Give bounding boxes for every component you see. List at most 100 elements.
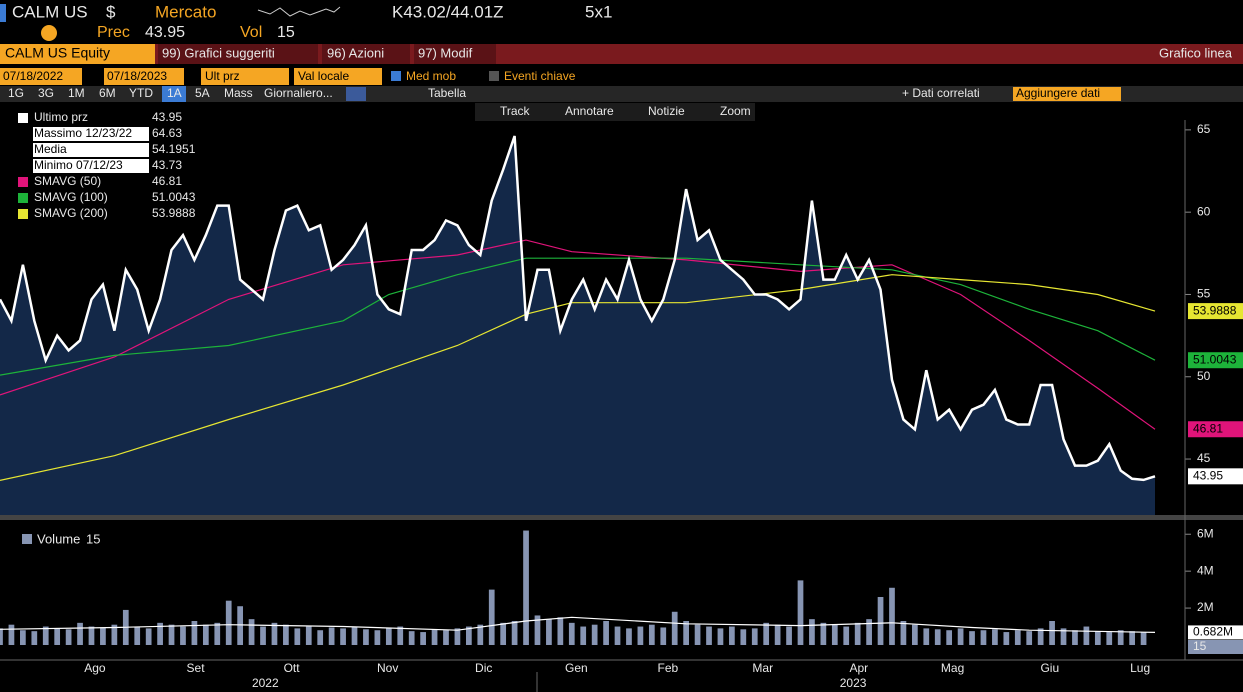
volume-bar — [774, 624, 781, 645]
period[interactable]: 1M — [68, 86, 85, 100]
volume-bar — [568, 622, 575, 645]
currency-input[interactable] — [294, 68, 382, 85]
volume-bar — [934, 629, 941, 645]
x-tick-label: Set — [187, 661, 206, 675]
tool[interactable]: Annotare — [565, 104, 614, 118]
legend-label: Ultimo prz — [34, 110, 88, 124]
price-area — [0, 136, 1155, 515]
volume-bar — [648, 624, 655, 645]
volume-bar — [294, 628, 301, 645]
volume-bar — [877, 597, 884, 645]
menu-label[interactable]: 96) Azioni — [327, 45, 384, 60]
volume-bar — [180, 626, 186, 645]
volume-bar — [911, 624, 918, 645]
x-tick-label: Lug — [1130, 661, 1150, 675]
volume-bar — [1083, 626, 1090, 645]
tool[interactable]: Notizie — [648, 104, 685, 118]
volume-average — [0, 616, 1156, 633]
period[interactable]: 6M — [99, 86, 116, 100]
tool[interactable]: Zoom — [720, 104, 751, 118]
volume-bar — [660, 627, 667, 645]
menu[interactable] — [322, 44, 410, 64]
last-value: 51.0043 — [1193, 352, 1237, 366]
legend-swatch — [18, 209, 28, 219]
volume-bar — [260, 626, 266, 645]
period[interactable]: YTD — [129, 86, 153, 100]
option[interactable]: Med mob — [406, 69, 456, 83]
period[interactable]: 1A — [167, 86, 182, 100]
menu-label[interactable]: 97) Modif — [418, 45, 473, 60]
volume-bar — [614, 626, 621, 645]
add-data[interactable]: Aggiungere dati — [1016, 86, 1100, 100]
end-date[interactable]: 07/18/2023 — [107, 69, 167, 83]
size: 5x1 — [585, 2, 612, 21]
volume-bar — [1049, 621, 1055, 645]
frequency[interactable]: Giornaliero... — [264, 86, 333, 100]
volume-bar — [305, 626, 312, 645]
last-value: 0.682M — [1193, 625, 1233, 639]
line-icon[interactable] — [346, 87, 366, 101]
volume-bar — [831, 624, 838, 645]
currency-setting[interactable]: Val locale — [298, 69, 349, 83]
x-tick-label: Apr — [849, 661, 868, 675]
volume-bar — [408, 631, 415, 645]
menu[interactable] — [158, 44, 318, 64]
checkbox[interactable] — [489, 71, 499, 81]
add-data-box[interactable] — [1013, 87, 1121, 101]
security-box[interactable] — [0, 44, 155, 64]
table[interactable]: Tabella — [428, 86, 466, 100]
volume-bar — [1129, 631, 1135, 645]
last-box — [1188, 625, 1243, 640]
volume-bar — [1094, 631, 1101, 645]
volume-bar — [31, 631, 38, 645]
period[interactable]: 1G — [8, 86, 24, 100]
period[interactable]: 3G — [38, 86, 54, 100]
x-tick-label: Ago — [84, 661, 106, 675]
volume-bar — [283, 624, 289, 645]
x-tick-label: Nov — [377, 661, 398, 675]
y-tick-label: 55 — [1197, 287, 1211, 301]
volume-bar — [900, 621, 907, 645]
volume-bar — [946, 630, 953, 645]
menu-label[interactable]: 99) Grafici suggeriti — [162, 45, 275, 60]
start-date[interactable]: 07/18/2022 — [3, 69, 63, 83]
field[interactable]: Ult prz — [205, 69, 240, 83]
related[interactable]: + Dati correlati — [902, 86, 980, 100]
volume-bar — [8, 624, 15, 645]
chart-kind: Grafico linea — [1159, 45, 1233, 60]
tool[interactable]: Track — [500, 104, 531, 118]
volume-bar — [637, 626, 644, 645]
menu[interactable] — [414, 44, 496, 64]
period[interactable]: Mass — [224, 86, 253, 100]
volume-bar — [317, 630, 324, 645]
marker — [0, 4, 6, 22]
volume-bar — [992, 629, 998, 645]
volume-bar — [237, 606, 244, 645]
volume-bar — [77, 622, 83, 645]
volume-bar — [557, 617, 564, 645]
volume-bar — [889, 587, 895, 645]
volume-bar — [626, 628, 632, 645]
field-input[interactable] — [201, 68, 289, 85]
volume-bar — [202, 624, 209, 645]
volume-bar — [0, 628, 3, 645]
y-tick-label: 2M — [1197, 600, 1214, 614]
checkbox[interactable] — [391, 71, 401, 81]
legend-value: 51.0043 — [152, 190, 196, 204]
y-tick-label: 45 — [1197, 451, 1211, 465]
gauge-icon[interactable] — [41, 25, 57, 41]
date-input[interactable] — [0, 68, 82, 85]
divider[interactable] — [0, 515, 1243, 520]
plot-area: 45 50 55 60 65 Ultimo prz 43.95 Massimo 12/23/2… — [0, 110, 1243, 690]
date-input[interactable] — [104, 68, 184, 85]
volume-bar — [248, 619, 255, 645]
sparkline — [257, 6, 341, 17]
period[interactable]: 5A — [195, 86, 210, 100]
volume-bar — [65, 629, 72, 645]
stat-label: Massimo 12/23/22 — [34, 126, 132, 140]
volume-bar — [431, 629, 438, 645]
option[interactable]: Eventi chiave — [504, 69, 576, 83]
volume-bar — [809, 619, 815, 645]
volume-bar — [1026, 631, 1033, 645]
vol-label: Vol — [240, 24, 262, 41]
